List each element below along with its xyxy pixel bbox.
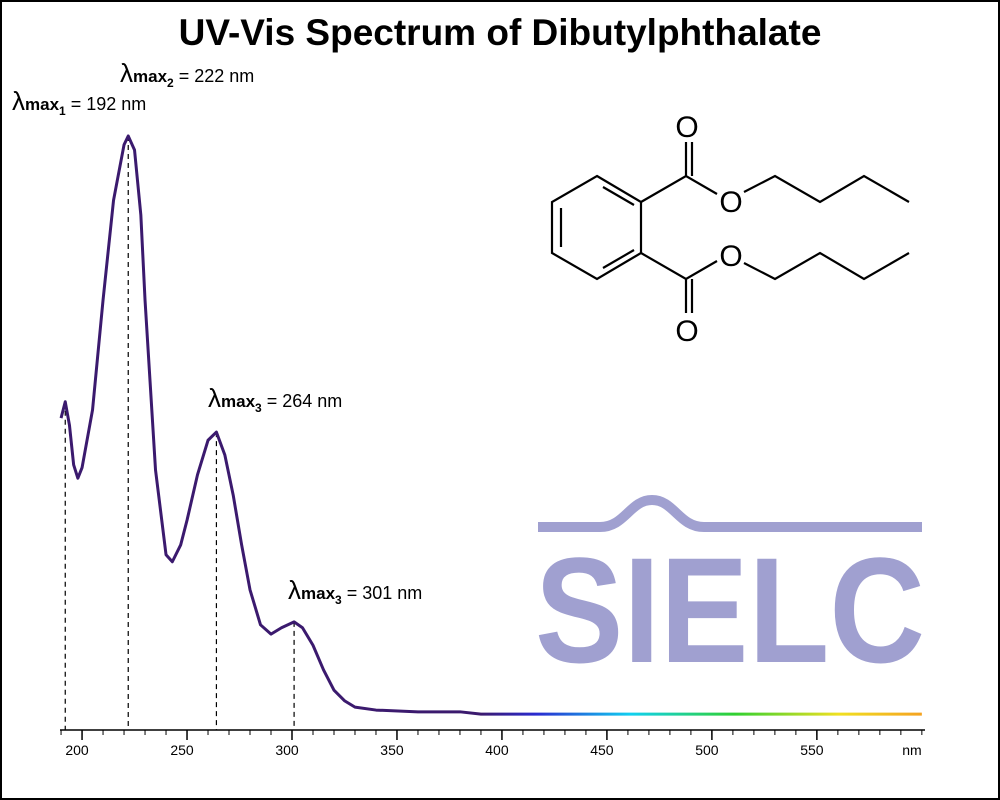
butyl-bottom [743, 251, 910, 281]
chart-title: UV-Vis Spectrum of Dibutylphthalate [179, 12, 822, 53]
label-index: 3 [255, 401, 262, 415]
ester-bottom [640, 252, 718, 313]
lambda-symbol: λ [288, 575, 301, 605]
atom-label: O [675, 111, 698, 144]
watermark-logo: SIELC [535, 494, 925, 694]
label-text: = 192 nm [71, 94, 147, 114]
label-text: = 301 nm [347, 583, 423, 603]
ester-top [640, 142, 718, 203]
peak-label: λmax1 = 192 nm [12, 86, 146, 118]
butyl-top [743, 174, 910, 204]
atom-label: O [675, 315, 698, 348]
label-index: 1 [59, 104, 66, 118]
label-text: = 222 nm [179, 66, 255, 86]
lambda-symbol: λ [120, 58, 133, 88]
label-index: 2 [167, 76, 174, 90]
x-tick-label: 500 [695, 742, 719, 758]
peak-label: λmax3 = 301 nm [288, 575, 422, 607]
lambda-symbol: λ [208, 383, 221, 413]
label-sub: max [221, 392, 256, 411]
label-index: 3 [335, 593, 342, 607]
label-sub: max [301, 584, 336, 603]
ring-double-bonds [559, 186, 635, 269]
logo-text: SIELC [535, 526, 925, 694]
x-tick-label: 350 [380, 742, 404, 758]
atom-labels: O O O O [675, 111, 742, 348]
x-axis-label: nm [902, 742, 921, 758]
atom-label: O [719, 186, 742, 219]
label-sub: max [25, 95, 60, 114]
x-tick-label: 450 [590, 742, 614, 758]
x-tick-label: 250 [170, 742, 194, 758]
atom-label: O [719, 240, 742, 273]
label-sub: max [133, 67, 168, 86]
peak-label: λmax3 = 264 nm [208, 383, 342, 415]
x-tick-label: 550 [800, 742, 824, 758]
label-text: = 264 nm [267, 391, 343, 411]
lambda-symbol: λ [12, 86, 25, 116]
x-tick-label: 200 [65, 742, 89, 758]
x-tick-label: 400 [485, 742, 509, 758]
logo-swoosh [538, 494, 922, 532]
x-tick-label: 300 [275, 742, 299, 758]
peak-label: λmax2 = 222 nm [120, 58, 254, 90]
molecule [550, 142, 910, 313]
spectrum-line [59, 134, 922, 716]
